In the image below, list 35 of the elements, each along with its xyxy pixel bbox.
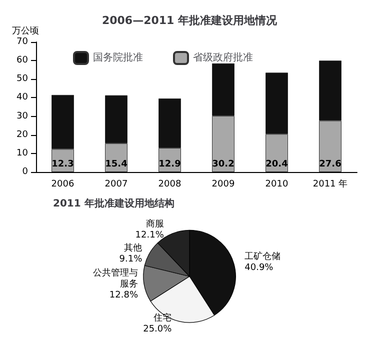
data-label: 12.3 bbox=[52, 160, 74, 170]
y-tick-label: 40 bbox=[16, 92, 28, 103]
x-tick-label: 2011 年 bbox=[312, 178, 348, 190]
data-label: 15.4 bbox=[105, 160, 128, 170]
y-tick-label: 10 bbox=[16, 148, 28, 158]
data-label: 9.1% bbox=[119, 254, 143, 264]
chart-title: 2011 年批准建设用地结构 bbox=[53, 198, 174, 210]
x-tick-label: 2009 bbox=[212, 180, 235, 190]
slice-label: 住宅 bbox=[154, 312, 172, 324]
x-tick-label: 2006 bbox=[51, 180, 74, 190]
y-tick-label: 30 bbox=[16, 111, 28, 122]
data-label: 12.8% bbox=[109, 290, 138, 300]
data-label: 27.6 bbox=[319, 160, 342, 170]
data-label: 25.0% bbox=[143, 324, 172, 334]
y-tick-label: 50 bbox=[16, 74, 28, 84]
chart-title: 2006—2011 年批准建设用地情况 bbox=[102, 14, 278, 27]
y-tick-label: 60 bbox=[16, 56, 28, 66]
slice-label: 商服 bbox=[146, 218, 164, 230]
data-label: 40.9% bbox=[244, 262, 274, 273]
y-tick-label: 20 bbox=[16, 130, 28, 140]
y-axis-title: 万公顷 bbox=[12, 26, 39, 36]
x-tick-label: 2008 bbox=[158, 180, 182, 190]
slice-label: 工矿仓储 bbox=[244, 250, 281, 262]
data-label: 12.1% bbox=[135, 230, 164, 240]
data-label: 12.9 bbox=[158, 160, 181, 170]
x-tick-label: 2007 bbox=[104, 180, 128, 190]
y-tick-label: 0 bbox=[22, 167, 28, 177]
y-tick-label: 70 bbox=[16, 37, 28, 47]
slice-label: 公共管理与服务 bbox=[93, 267, 138, 290]
slice-label: 其他 bbox=[124, 242, 142, 254]
x-tick-label: 2010 bbox=[265, 180, 288, 190]
legend-label: 国务院批准 bbox=[93, 52, 143, 64]
data-label: 20.4 bbox=[266, 160, 288, 170]
data-label: 30.2 bbox=[212, 160, 234, 170]
legend-label: 省级政府批准 bbox=[193, 52, 253, 64]
